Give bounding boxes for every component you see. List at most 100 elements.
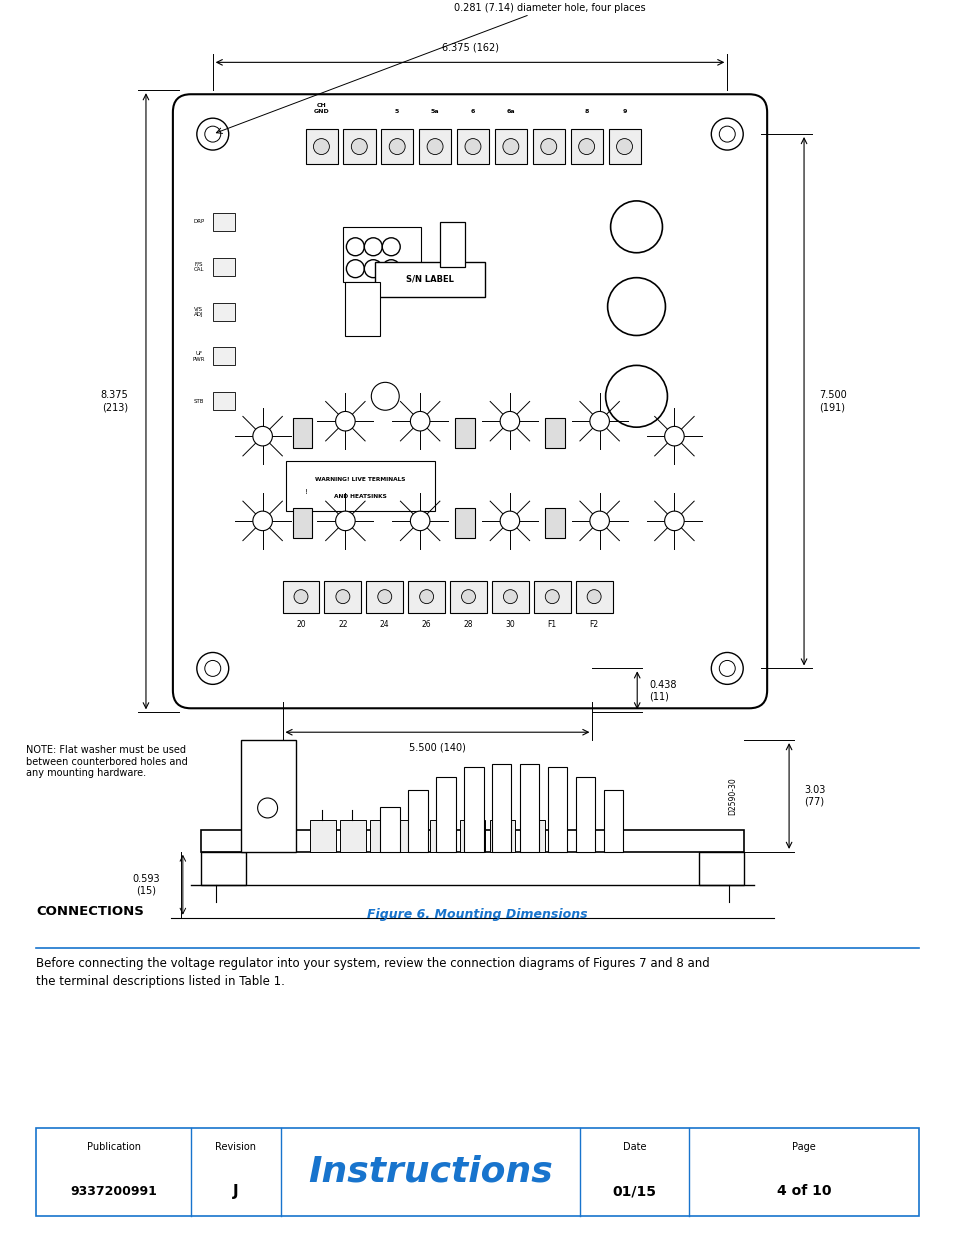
Circle shape: [719, 661, 735, 677]
Circle shape: [610, 201, 661, 253]
Text: DRP: DRP: [193, 220, 204, 225]
Bar: [430, 820, 456, 852]
Circle shape: [410, 511, 430, 531]
Bar: [200, 830, 743, 852]
Bar: [375, 262, 484, 296]
Circle shape: [427, 138, 442, 154]
Bar: [495, 130, 527, 164]
Bar: [575, 580, 612, 613]
Bar: [544, 419, 564, 448]
Bar: [345, 282, 380, 336]
Circle shape: [335, 411, 355, 431]
Circle shape: [377, 589, 392, 604]
Bar: [310, 820, 335, 852]
Bar: [213, 347, 234, 366]
Text: F2: F2: [589, 620, 598, 629]
Text: CONNECTIONS: CONNECTIONS: [36, 904, 144, 918]
Circle shape: [294, 589, 308, 604]
Circle shape: [253, 426, 273, 446]
Text: 6a: 6a: [506, 109, 515, 114]
Text: 7.500
(191): 7.500 (191): [818, 390, 846, 412]
Text: Revision: Revision: [215, 1142, 256, 1152]
Text: Date: Date: [622, 1142, 645, 1152]
Text: D2590-30: D2590-30: [727, 777, 736, 815]
Text: WARNING! LIVE TERMINALS: WARNING! LIVE TERMINALS: [314, 477, 405, 482]
Text: 9: 9: [621, 109, 626, 114]
Circle shape: [664, 511, 683, 531]
Circle shape: [605, 366, 667, 427]
Circle shape: [419, 589, 434, 604]
Text: 5: 5: [395, 109, 399, 114]
Circle shape: [389, 138, 405, 154]
Bar: [293, 419, 313, 448]
Circle shape: [607, 278, 665, 336]
Text: 20: 20: [295, 620, 306, 629]
Circle shape: [196, 652, 229, 684]
Bar: [213, 212, 234, 231]
Circle shape: [545, 589, 558, 604]
Text: 3.03
(77): 3.03 (77): [803, 785, 824, 806]
Circle shape: [461, 589, 475, 604]
Text: !: !: [305, 489, 308, 495]
Circle shape: [335, 511, 355, 531]
Text: 0.593
(15): 0.593 (15): [132, 874, 159, 895]
Circle shape: [589, 411, 609, 431]
Bar: [439, 222, 464, 267]
Circle shape: [335, 589, 350, 604]
Bar: [343, 130, 375, 164]
Text: NOTE: Flat washer must be used
between counterbored holes and
any mounting hardw: NOTE: Flat washer must be used between c…: [27, 745, 188, 778]
Bar: [575, 777, 595, 852]
Bar: [544, 508, 564, 537]
Bar: [490, 820, 515, 852]
Bar: [213, 393, 234, 410]
Bar: [570, 130, 602, 164]
Circle shape: [664, 426, 683, 446]
Bar: [492, 580, 528, 613]
Circle shape: [719, 126, 735, 142]
Bar: [455, 419, 475, 448]
Circle shape: [371, 383, 398, 410]
Bar: [282, 580, 319, 613]
Circle shape: [410, 411, 430, 431]
Text: CH
GND: CH GND: [314, 104, 329, 114]
Bar: [547, 767, 567, 852]
Text: 22: 22: [337, 620, 347, 629]
Text: Before connecting the voltage regulator into your system, review the connection : Before connecting the voltage regulator …: [36, 957, 709, 988]
Circle shape: [503, 589, 517, 604]
Bar: [285, 461, 435, 511]
Text: 30: 30: [505, 620, 515, 629]
Bar: [519, 764, 538, 852]
Circle shape: [502, 138, 518, 154]
Bar: [400, 820, 425, 852]
Text: 6: 6: [470, 109, 475, 114]
Circle shape: [589, 511, 609, 531]
Circle shape: [464, 138, 480, 154]
Text: Page: Page: [791, 1142, 815, 1152]
Bar: [450, 580, 486, 613]
Text: 5a: 5a: [431, 109, 439, 114]
Bar: [200, 852, 246, 884]
Bar: [608, 130, 640, 164]
Bar: [213, 258, 234, 275]
Text: 6.375 (162): 6.375 (162): [441, 42, 498, 52]
Text: 8.375
(213): 8.375 (213): [100, 390, 128, 412]
Bar: [370, 820, 395, 852]
Circle shape: [499, 511, 519, 531]
Text: AND HEATSINKS: AND HEATSINKS: [334, 494, 386, 499]
Bar: [213, 303, 234, 321]
Circle shape: [711, 119, 742, 151]
Circle shape: [578, 138, 594, 154]
Text: 24: 24: [379, 620, 389, 629]
Circle shape: [314, 138, 329, 154]
Text: F1: F1: [547, 620, 557, 629]
Circle shape: [586, 589, 600, 604]
Circle shape: [499, 411, 519, 431]
Text: 26: 26: [421, 620, 431, 629]
Text: Instructions: Instructions: [308, 1155, 552, 1189]
Bar: [534, 580, 570, 613]
Circle shape: [711, 652, 742, 684]
Text: 8: 8: [584, 109, 588, 114]
Circle shape: [257, 798, 277, 818]
Text: STB: STB: [193, 399, 204, 404]
Bar: [455, 508, 475, 537]
